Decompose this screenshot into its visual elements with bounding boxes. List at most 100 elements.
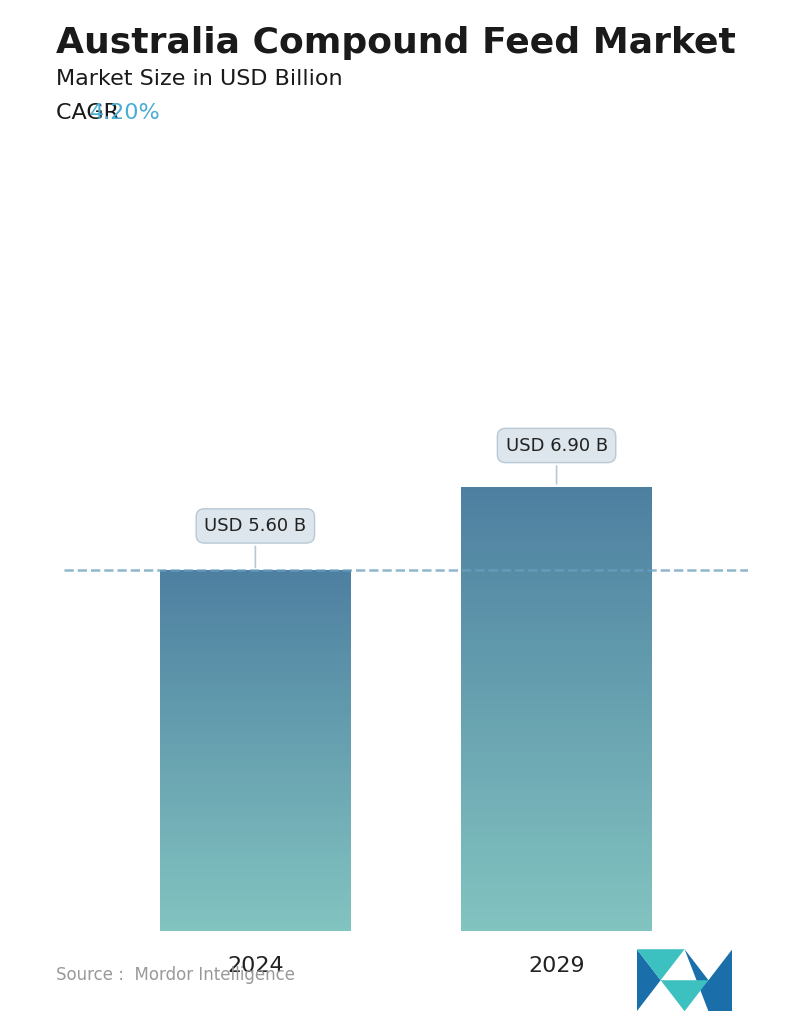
Bar — [159, 729, 351, 730]
Bar — [159, 610, 351, 611]
Bar — [159, 590, 351, 591]
Bar — [461, 716, 653, 718]
Bar — [159, 906, 351, 907]
Bar — [159, 888, 351, 890]
Bar — [461, 794, 653, 796]
Bar — [461, 781, 653, 783]
Bar — [461, 690, 653, 691]
Bar — [461, 727, 653, 728]
Bar — [159, 801, 351, 802]
Bar — [461, 852, 653, 854]
Bar — [159, 923, 351, 924]
Bar — [461, 487, 653, 488]
Bar — [159, 599, 351, 601]
Bar — [461, 533, 653, 534]
Bar — [159, 629, 351, 631]
Bar — [159, 662, 351, 663]
Bar — [461, 701, 653, 703]
Bar — [159, 848, 351, 849]
Bar — [461, 544, 653, 546]
Bar — [461, 893, 653, 895]
Bar — [159, 575, 351, 576]
Bar — [159, 632, 351, 633]
Bar — [461, 587, 653, 588]
Bar — [461, 491, 653, 492]
Bar — [461, 883, 653, 885]
Bar — [159, 739, 351, 740]
Bar — [461, 734, 653, 735]
Bar — [461, 643, 653, 645]
Bar — [461, 573, 653, 574]
Bar — [461, 679, 653, 680]
Bar — [159, 841, 351, 842]
Bar — [159, 835, 351, 837]
Bar — [159, 879, 351, 880]
Bar — [159, 853, 351, 854]
Bar — [159, 787, 351, 788]
Bar — [461, 849, 653, 851]
Bar — [461, 846, 653, 848]
Bar — [461, 895, 653, 896]
Bar — [461, 924, 653, 926]
Bar — [159, 804, 351, 805]
Bar — [461, 528, 653, 529]
Bar — [159, 857, 351, 858]
Bar — [159, 724, 351, 725]
Bar — [461, 900, 653, 901]
Bar — [159, 702, 351, 703]
Bar — [461, 651, 653, 652]
Bar — [461, 509, 653, 511]
Bar — [461, 890, 653, 892]
Bar — [461, 907, 653, 909]
Bar — [159, 679, 351, 680]
Bar — [159, 619, 351, 620]
Bar — [461, 492, 653, 494]
Bar — [159, 591, 351, 594]
Bar — [159, 700, 351, 701]
Bar — [159, 647, 351, 648]
Bar — [461, 680, 653, 682]
Bar — [461, 777, 653, 779]
Bar — [461, 531, 653, 533]
Bar — [461, 742, 653, 744]
Bar — [461, 845, 653, 846]
Bar — [159, 885, 351, 886]
Bar — [159, 727, 351, 728]
Bar — [461, 605, 653, 607]
Bar — [159, 930, 351, 931]
Bar — [159, 595, 351, 596]
Bar — [461, 590, 653, 591]
Bar — [461, 554, 653, 556]
Bar — [461, 920, 653, 921]
Bar — [461, 652, 653, 653]
Bar — [159, 680, 351, 682]
Bar — [461, 926, 653, 927]
Bar — [159, 738, 351, 739]
Bar — [461, 550, 653, 552]
Bar — [461, 842, 653, 844]
Bar — [461, 648, 653, 649]
Bar — [461, 506, 653, 508]
Bar — [461, 500, 653, 501]
Bar — [461, 748, 653, 749]
Bar — [159, 616, 351, 617]
Bar — [159, 671, 351, 672]
Bar — [461, 519, 653, 521]
Bar — [461, 882, 653, 883]
Bar — [461, 625, 653, 626]
Bar — [461, 718, 653, 719]
Bar — [461, 789, 653, 790]
Bar — [159, 660, 351, 661]
Bar — [461, 490, 653, 491]
Bar — [159, 701, 351, 702]
Bar — [159, 803, 351, 804]
Bar — [159, 582, 351, 583]
Bar — [159, 813, 351, 814]
Bar — [461, 676, 653, 677]
Polygon shape — [637, 949, 661, 1011]
Bar — [159, 653, 351, 655]
Bar — [461, 657, 653, 659]
Bar — [159, 890, 351, 891]
Bar — [159, 777, 351, 778]
Bar — [159, 747, 351, 748]
